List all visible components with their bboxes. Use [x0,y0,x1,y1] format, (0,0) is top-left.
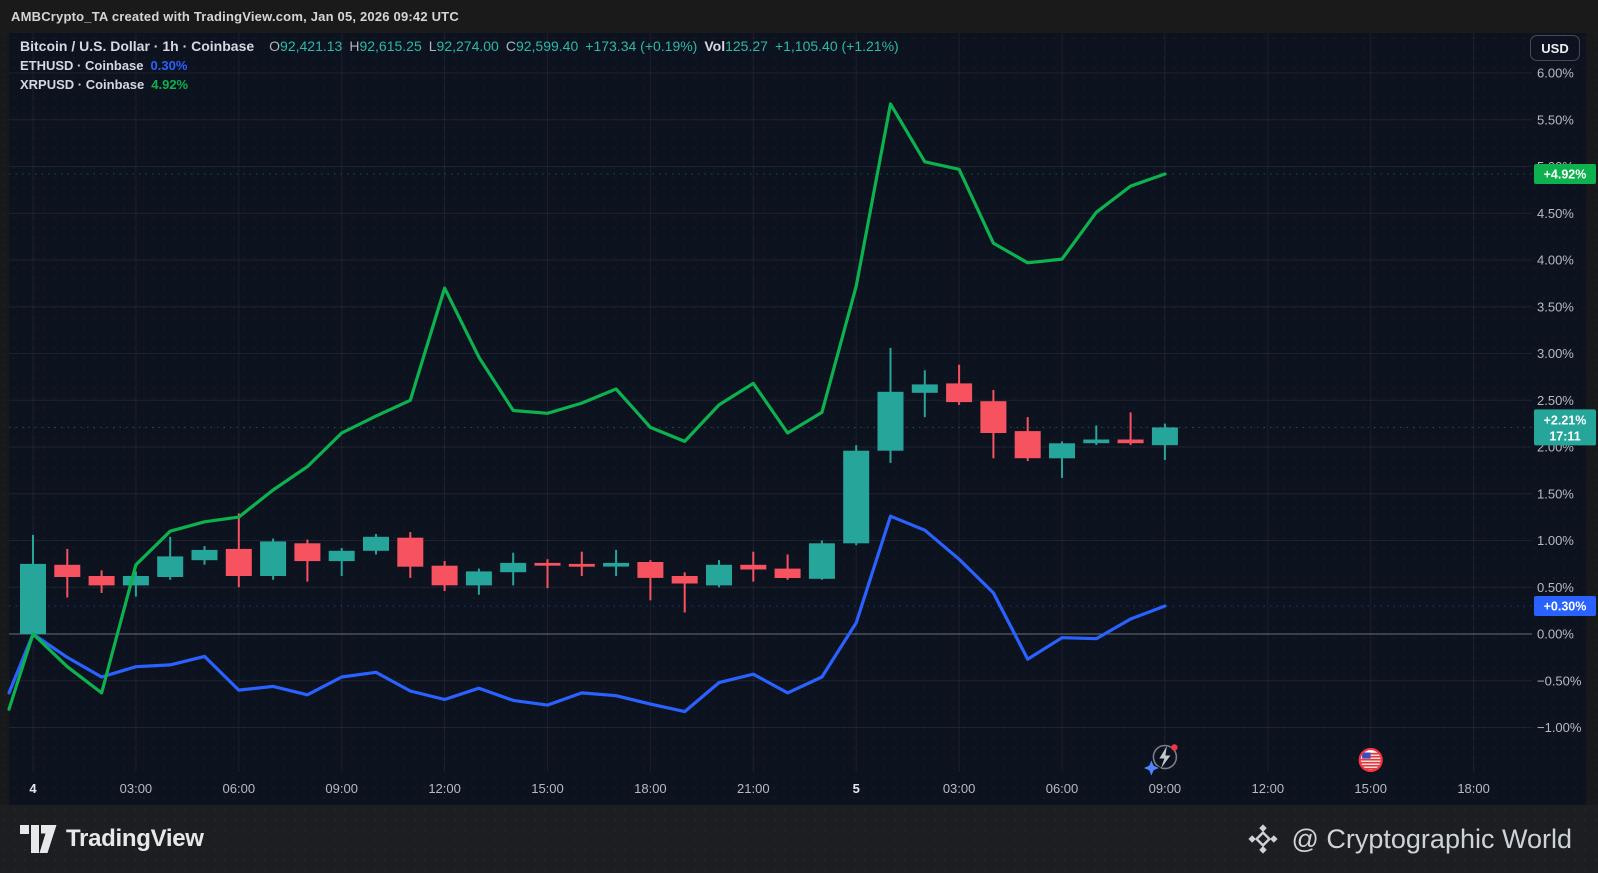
tradingview-wordmark: TradingView [66,825,204,852]
time-axis[interactable]: 4 03:00 06:00 09:00 12:00 15:00 18:00 21:00 5 03:… [29,781,1489,796]
svg-text:−0.50%: −0.50% [1537,673,1582,688]
symbol-legend-row[interactable]: Bitcoin / U.S. Dollar · 1h · Coinbase O92… [20,37,899,56]
price-label-badge: +2.21% 17:11 [1534,409,1596,446]
svg-text:12:00: 12:00 [1252,781,1285,796]
credit-text: @ Cryptographic World [1291,823,1572,854]
compare-symbol-eth: ETHUSD · Coinbase [20,58,144,73]
svg-text:15:00: 15:00 [531,781,564,796]
svg-text:4.50%: 4.50% [1537,206,1574,221]
symbol-title: Bitcoin / U.S. Dollar · 1h · Coinbase [20,38,255,54]
volume-value: Vol125.27 [704,38,768,54]
svg-text:0.00%: 0.00% [1537,627,1574,642]
price-label-badge: +0.30% [1534,596,1596,616]
svg-text:09:00: 09:00 [325,781,358,796]
candlestick-series[interactable] [20,347,1178,638]
price-label-badge: +4.92% [1534,164,1596,184]
compare-symbol-xrp: XRPUSD · Coinbase [20,77,145,92]
compare-value-xrp: 4.92% [151,77,189,92]
svg-text:5: 5 [853,781,860,796]
footer-bar: TradingView @ Cryptographic World [0,805,1598,873]
tradingview-logo[interactable]: TradingView [20,825,204,853]
svg-text:03:00: 03:00 [943,781,976,796]
svg-text:09:00: 09:00 [1149,781,1182,796]
svg-text:0.50%: 0.50% [1537,580,1574,595]
svg-text:+4.92%: +4.92% [1544,168,1587,182]
compare-value-eth: 0.30% [150,58,188,73]
svg-text:3.00%: 3.00% [1537,346,1574,361]
flash-event-icon[interactable] [1141,744,1178,779]
ethusd-compare-line[interactable] [7,514,1167,714]
svg-text:12:00: 12:00 [428,781,461,796]
legend: Bitcoin / U.S. Dollar · 1h · Coinbase O92… [20,37,899,94]
svg-text:06:00: 06:00 [1046,781,1079,796]
chart-pane[interactable] [9,33,1586,805]
svg-text:2.50%: 2.50% [1537,393,1574,408]
footer-credit: @ Cryptographic World [1247,823,1572,855]
high-value: H92,615.25 [349,38,422,54]
xrpusd-compare-line[interactable] [7,102,1167,711]
svg-text:03:00: 03:00 [120,781,153,796]
tradingview-logo-icon [20,825,57,853]
svg-text:15:00: 15:00 [1354,781,1387,796]
open-value: O92,421.13 [269,38,343,54]
svg-text:3.50%: 3.50% [1537,299,1574,314]
svg-text:21:00: 21:00 [737,781,770,796]
svg-text:06:00: 06:00 [223,781,256,796]
volume-change: +1,105.40 (+1.21%) [774,38,899,54]
compare-row-ethusd[interactable]: ETHUSD · Coinbase 0.30% [20,56,899,75]
svg-text:5.50%: 5.50% [1537,112,1574,127]
us-flag-icon[interactable] [1358,747,1383,773]
svg-text:18:00: 18:00 [634,781,667,796]
svg-text:+0.30%: +0.30% [1544,600,1587,614]
watermark-text: AMBCrypto_TA created with TradingView.co… [11,9,459,24]
svg-text:1.50%: 1.50% [1537,486,1574,501]
close-value: C92,599.40 [505,38,579,54]
diamond-logo-icon [1248,824,1279,854]
svg-text:4: 4 [29,781,37,796]
grid [9,33,1532,772]
svg-text:−1.00%: −1.00% [1537,720,1582,735]
svg-text:18:00: 18:00 [1457,781,1490,796]
low-value: L92,274.00 [428,38,499,54]
currency-label: USD [1541,40,1569,56]
change-value: +173.34 (+0.19%) [585,38,698,54]
currency-toggle-button[interactable]: USD [1530,35,1580,61]
svg-text:17:11: 17:11 [1549,429,1580,443]
svg-text:4.00%: 4.00% [1537,253,1574,268]
svg-text:6.00%: 6.00% [1537,66,1574,81]
watermark-bar: AMBCrypto_TA created with TradingView.co… [0,0,1598,33]
compare-row-xrpusd[interactable]: XRPUSD · Coinbase 4.92% [20,75,899,94]
svg-text:+2.21%: +2.21% [1544,413,1587,427]
svg-text:1.00%: 1.00% [1537,533,1574,548]
